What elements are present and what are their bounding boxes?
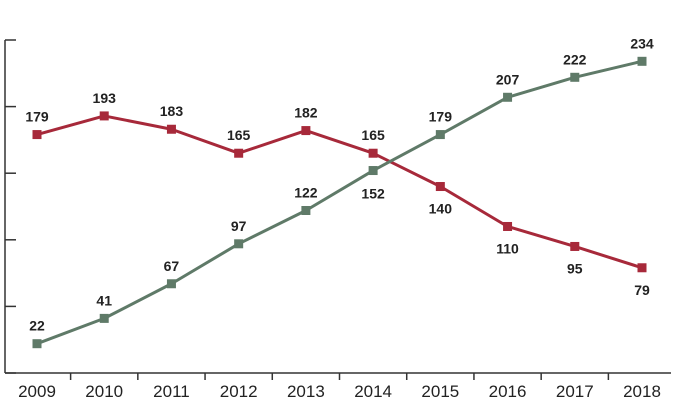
x-tick-label: 2012 [220,382,258,401]
data-point [570,72,580,82]
x-tick-label: 2011 [153,382,190,401]
series-line-1 [36,59,643,346]
data-label: 95 [567,260,583,276]
x-tick-label: 2010 [85,382,123,401]
x-tick-label: 2016 [489,382,527,401]
data-point [32,339,42,349]
data-label: 122 [294,184,318,200]
data-label: 165 [227,127,251,143]
data-label: 97 [231,218,247,234]
data-point [368,148,378,158]
data-label: 165 [361,127,385,143]
data-point [234,239,244,249]
data-point [166,279,176,289]
data-label: 193 [93,90,117,106]
x-tick-label: 2018 [623,382,661,401]
data-label: 179 [429,109,453,125]
data-label: 179 [25,109,49,125]
x-tick-label: 2014 [354,382,392,401]
data-point [99,313,109,323]
data-label: 41 [96,292,112,308]
data-point [234,148,244,158]
data-point [301,126,311,136]
data-point [99,111,109,121]
chart-series [32,56,647,349]
chart-axes: 2009 2010 2011 2012 2013 2014 2015 2016 2017 2018 [4,39,671,401]
data-label: 79 [634,282,650,298]
data-point [570,241,580,251]
x-tick-label: 2015 [421,382,459,401]
series-line-0 [36,114,643,270]
data-point [368,166,378,176]
data-label: 152 [361,186,385,202]
x-tick-label: 2017 [556,382,594,401]
data-point [166,124,176,134]
data-label: 234 [630,35,654,51]
data-label: 182 [294,105,318,121]
data-label: 183 [160,103,184,119]
chart-data-labels: 179 193 183 165 182 165 140 110 95 79 22 41 67 97 122 1… [25,35,654,333]
data-label: 140 [429,201,453,217]
data-label: 222 [563,51,587,67]
data-label: 22 [29,318,45,334]
data-point [301,205,311,215]
x-tick-label: 2009 [18,382,56,401]
data-label: 110 [496,240,519,256]
data-label: 67 [164,258,180,274]
data-point [435,130,445,140]
x-tick-label: 2013 [287,382,325,401]
data-point [503,92,513,102]
data-point [503,221,513,231]
data-label: 207 [496,71,520,87]
data-point [435,182,445,192]
data-point [637,56,647,66]
data-point [32,130,42,140]
data-point [637,263,647,273]
